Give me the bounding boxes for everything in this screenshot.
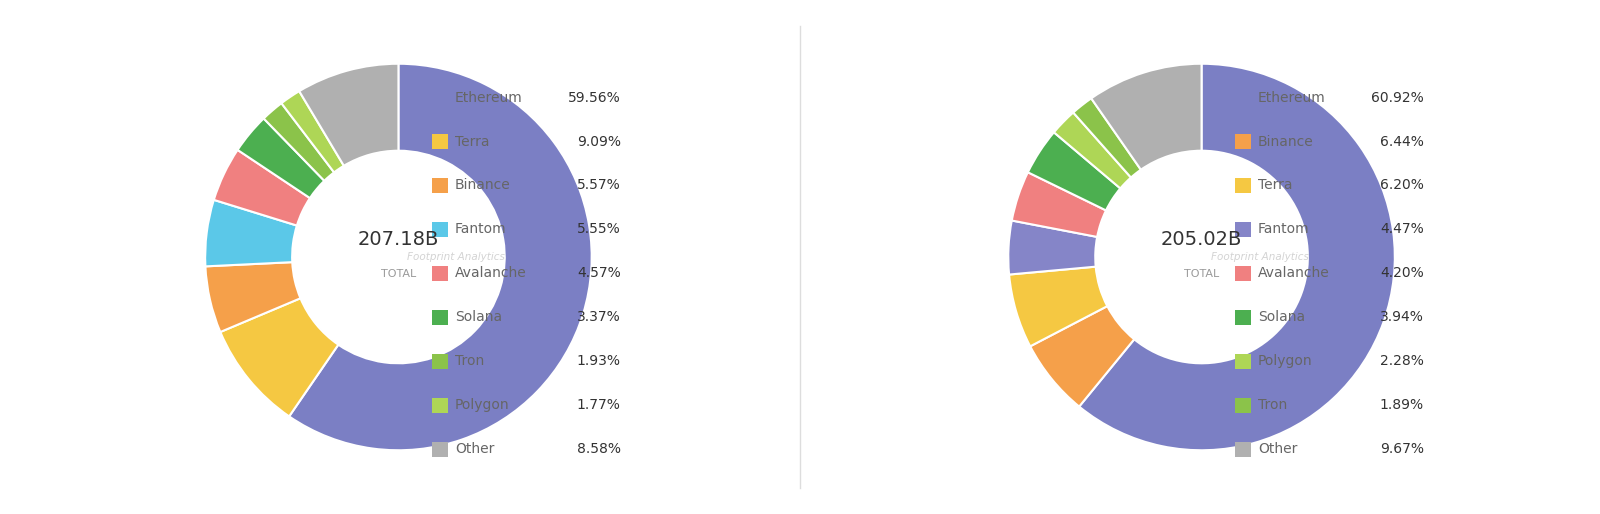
FancyBboxPatch shape — [432, 398, 448, 413]
FancyBboxPatch shape — [1235, 354, 1251, 369]
Text: Binance: Binance — [1258, 135, 1314, 149]
FancyBboxPatch shape — [1235, 178, 1251, 193]
Wedge shape — [1054, 113, 1131, 189]
Text: 59.56%: 59.56% — [568, 90, 621, 104]
Text: 3.94%: 3.94% — [1379, 310, 1424, 324]
Text: Terra: Terra — [454, 135, 490, 149]
Text: 5.57%: 5.57% — [578, 178, 621, 192]
FancyBboxPatch shape — [432, 442, 448, 456]
FancyBboxPatch shape — [1235, 222, 1251, 237]
Text: 4.20%: 4.20% — [1381, 266, 1424, 281]
Text: Other: Other — [1258, 443, 1298, 456]
FancyBboxPatch shape — [432, 134, 448, 149]
FancyBboxPatch shape — [1235, 266, 1251, 281]
Text: Binance: Binance — [454, 178, 510, 192]
Text: 9.67%: 9.67% — [1379, 443, 1424, 456]
Wedge shape — [205, 262, 301, 332]
Text: 205.02B: 205.02B — [1162, 230, 1242, 249]
Wedge shape — [237, 118, 325, 198]
Wedge shape — [290, 64, 592, 450]
Text: Solana: Solana — [454, 310, 502, 324]
FancyBboxPatch shape — [1235, 310, 1251, 325]
Text: 60.92%: 60.92% — [1371, 90, 1424, 104]
Wedge shape — [1030, 306, 1134, 407]
Text: Fantom: Fantom — [1258, 223, 1310, 236]
Wedge shape — [282, 91, 344, 172]
Wedge shape — [1078, 64, 1395, 450]
FancyBboxPatch shape — [432, 354, 448, 369]
Text: 207.18B: 207.18B — [358, 230, 438, 249]
Text: TOTAL: TOTAL — [1184, 269, 1219, 280]
FancyBboxPatch shape — [432, 90, 448, 105]
Text: Footprint Analytics: Footprint Analytics — [408, 252, 506, 262]
FancyBboxPatch shape — [1235, 90, 1251, 105]
Text: 6.20%: 6.20% — [1379, 178, 1424, 192]
Text: 1.89%: 1.89% — [1379, 398, 1424, 412]
Wedge shape — [1091, 64, 1202, 170]
Wedge shape — [299, 64, 398, 166]
Text: Ethereum: Ethereum — [1258, 90, 1326, 104]
FancyBboxPatch shape — [432, 310, 448, 325]
Text: TOTAL: TOTAL — [381, 269, 416, 280]
Text: 4.57%: 4.57% — [578, 266, 621, 281]
FancyBboxPatch shape — [1235, 398, 1251, 413]
FancyBboxPatch shape — [432, 266, 448, 281]
Text: 3.37%: 3.37% — [578, 310, 621, 324]
Wedge shape — [221, 298, 338, 416]
Text: Footprint Analytics: Footprint Analytics — [1211, 252, 1309, 262]
Text: Polygon: Polygon — [454, 398, 509, 412]
Text: Ethereum: Ethereum — [454, 90, 523, 104]
Text: Avalanche: Avalanche — [1258, 266, 1330, 281]
FancyBboxPatch shape — [1235, 442, 1251, 456]
Wedge shape — [205, 200, 298, 266]
Wedge shape — [1011, 172, 1106, 237]
Text: 2.28%: 2.28% — [1379, 354, 1424, 369]
Text: Other: Other — [454, 443, 494, 456]
Text: Fantom: Fantom — [454, 223, 507, 236]
Text: Tron: Tron — [1258, 398, 1288, 412]
Text: Polygon: Polygon — [1258, 354, 1312, 369]
Wedge shape — [214, 150, 310, 226]
FancyBboxPatch shape — [1235, 134, 1251, 149]
Text: 6.44%: 6.44% — [1379, 135, 1424, 149]
Wedge shape — [1008, 221, 1098, 274]
FancyBboxPatch shape — [432, 178, 448, 193]
Text: 8.58%: 8.58% — [576, 443, 621, 456]
Text: 5.55%: 5.55% — [578, 223, 621, 236]
Text: Terra: Terra — [1258, 178, 1293, 192]
Wedge shape — [1010, 267, 1107, 346]
FancyBboxPatch shape — [432, 222, 448, 237]
Text: Tron: Tron — [454, 354, 485, 369]
Wedge shape — [1074, 98, 1141, 177]
Text: 9.09%: 9.09% — [576, 135, 621, 149]
Text: Solana: Solana — [1258, 310, 1306, 324]
Text: 4.47%: 4.47% — [1381, 223, 1424, 236]
Text: 1.93%: 1.93% — [576, 354, 621, 369]
Text: Avalanche: Avalanche — [454, 266, 526, 281]
Wedge shape — [264, 103, 334, 181]
Text: 1.77%: 1.77% — [578, 398, 621, 412]
Wedge shape — [1027, 132, 1120, 210]
